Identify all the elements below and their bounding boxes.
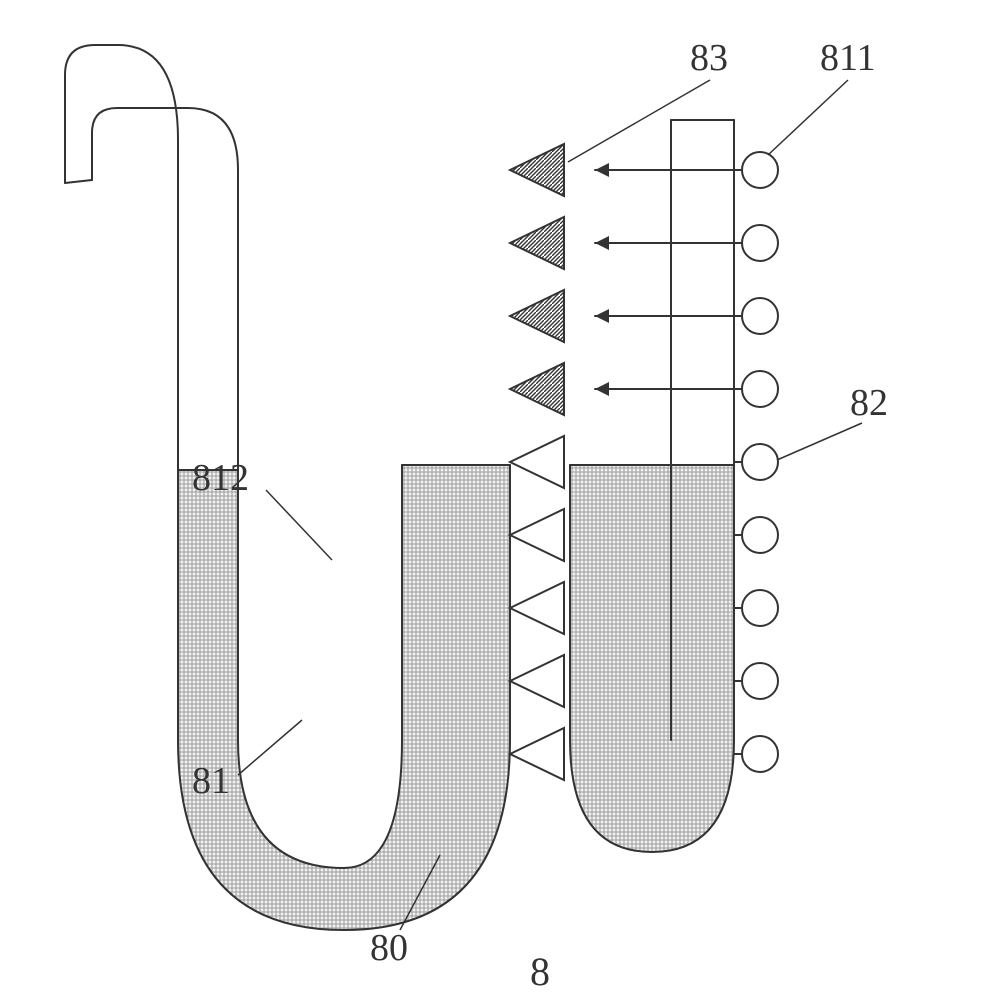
leader-l_812 bbox=[266, 490, 332, 560]
indicator-triangle-3 bbox=[510, 363, 564, 415]
label-l_81: 81 bbox=[192, 760, 230, 802]
indicator-triangle-5 bbox=[510, 509, 564, 561]
indicator-row-0 bbox=[510, 144, 778, 196]
indicator-circle-5 bbox=[742, 517, 778, 553]
label-l_83: 83 bbox=[690, 37, 728, 79]
indicator-triangle-1 bbox=[510, 217, 564, 269]
indicator-triangle-6 bbox=[510, 582, 564, 634]
leader-l_82 bbox=[777, 423, 862, 460]
indicator-circle-2 bbox=[742, 298, 778, 334]
indicator-circle-1 bbox=[742, 225, 778, 261]
indicator-triangle-4 bbox=[510, 436, 564, 488]
indicator-circle-3 bbox=[742, 371, 778, 407]
indicator-arrowhead-0 bbox=[595, 163, 609, 177]
indicator-circle-6 bbox=[742, 590, 778, 626]
indicator-circle-8 bbox=[742, 736, 778, 772]
indicator-triangle-7 bbox=[510, 655, 564, 707]
liquid-right-arm bbox=[570, 465, 734, 852]
indicator-circle-0 bbox=[742, 152, 778, 188]
label-l_80: 80 bbox=[370, 927, 408, 969]
tube-outer-left-and-spout-top bbox=[65, 45, 178, 740]
indicator-row-2 bbox=[510, 290, 778, 342]
label-l_82: 82 bbox=[850, 382, 888, 424]
label-l_811: 811 bbox=[820, 37, 876, 79]
label-l_812: 812 bbox=[192, 457, 249, 499]
indicator-triangle-0 bbox=[510, 144, 564, 196]
spout-mouth-edge bbox=[65, 180, 92, 183]
indicator-arrowhead-1 bbox=[595, 236, 609, 250]
indicator-triangle-2 bbox=[510, 290, 564, 342]
indicator-arrowhead-3 bbox=[595, 382, 609, 396]
leader-l_811 bbox=[768, 80, 848, 155]
indicator-row-1 bbox=[510, 217, 778, 269]
indicator-triangle-8 bbox=[510, 728, 564, 780]
indicator-circle-7 bbox=[742, 663, 778, 699]
liquid-big-u bbox=[178, 465, 510, 930]
indicator-arrowhead-2 bbox=[595, 309, 609, 323]
indicator-row-3 bbox=[510, 363, 778, 415]
label-l_8: 8 bbox=[530, 949, 550, 994]
indicator-circle-4 bbox=[742, 444, 778, 480]
leader-l_81 bbox=[238, 720, 302, 775]
